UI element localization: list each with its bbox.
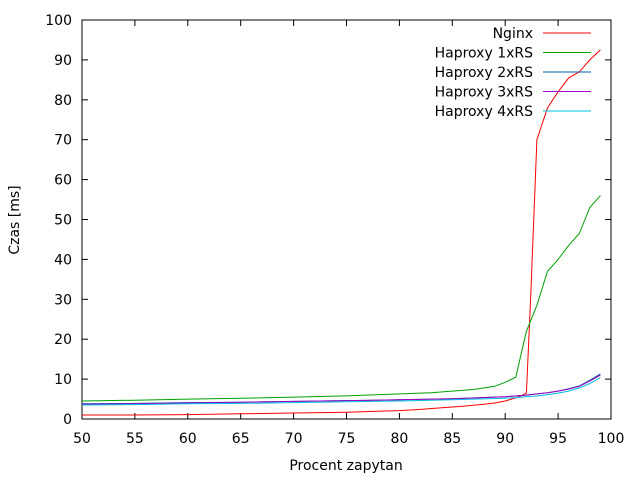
y-tick-label: 40	[54, 252, 72, 268]
y-tick-label: 20	[54, 332, 72, 348]
y-tick-label: 0	[63, 412, 72, 428]
x-tick-label: 80	[390, 431, 408, 447]
y-tick-label: 80	[54, 93, 72, 109]
y-tick-label: 60	[54, 173, 72, 189]
x-tick-label: 55	[126, 431, 144, 447]
x-tick-label: 90	[496, 431, 514, 447]
y-tick-label: 30	[54, 292, 72, 308]
y-axis-title: Czas [ms]	[7, 185, 23, 254]
x-tick-label: 50	[73, 431, 91, 447]
x-tick-label: 95	[549, 431, 567, 447]
x-tick-label: 100	[598, 431, 625, 447]
y-tick-label: 50	[54, 213, 72, 229]
y-tick-label: 100	[45, 13, 72, 29]
y-tick-label: 10	[54, 372, 72, 388]
y-tick-label: 90	[54, 53, 72, 69]
x-tick-label: 75	[338, 431, 356, 447]
x-tick-label: 65	[232, 431, 250, 447]
series-layer	[81, 49, 601, 416]
legend: Nginx Haproxy 1xRS Haproxy 2xRS Haproxy 3xR…	[435, 26, 591, 120]
legend-label-4: Haproxy 3xRS	[435, 85, 534, 101]
y-tick-label: 70	[54, 133, 72, 149]
series-line-2	[81, 195, 601, 402]
series-line-4	[81, 374, 601, 405]
legend-label-5: Haproxy 4xRS	[435, 104, 534, 120]
x-tick-label: 60	[179, 431, 197, 447]
x-axis: 50 55 60 65 70 75 80 85 90 95 100	[73, 20, 624, 447]
y-axis: 0 10 20 30 40 50 60 70 80 90 100	[45, 13, 611, 428]
x-axis-title: Procent zapytan	[289, 458, 402, 474]
x-tick-label: 70	[285, 431, 303, 447]
series-line-5	[81, 377, 601, 406]
legend-label-1: Nginx	[493, 26, 533, 42]
legend-label-2: Haproxy 1xRS	[435, 46, 534, 62]
legend-label-3: Haproxy 2xRS	[435, 65, 534, 81]
x-tick-label: 85	[443, 431, 461, 447]
series-line-1	[82, 49, 601, 416]
